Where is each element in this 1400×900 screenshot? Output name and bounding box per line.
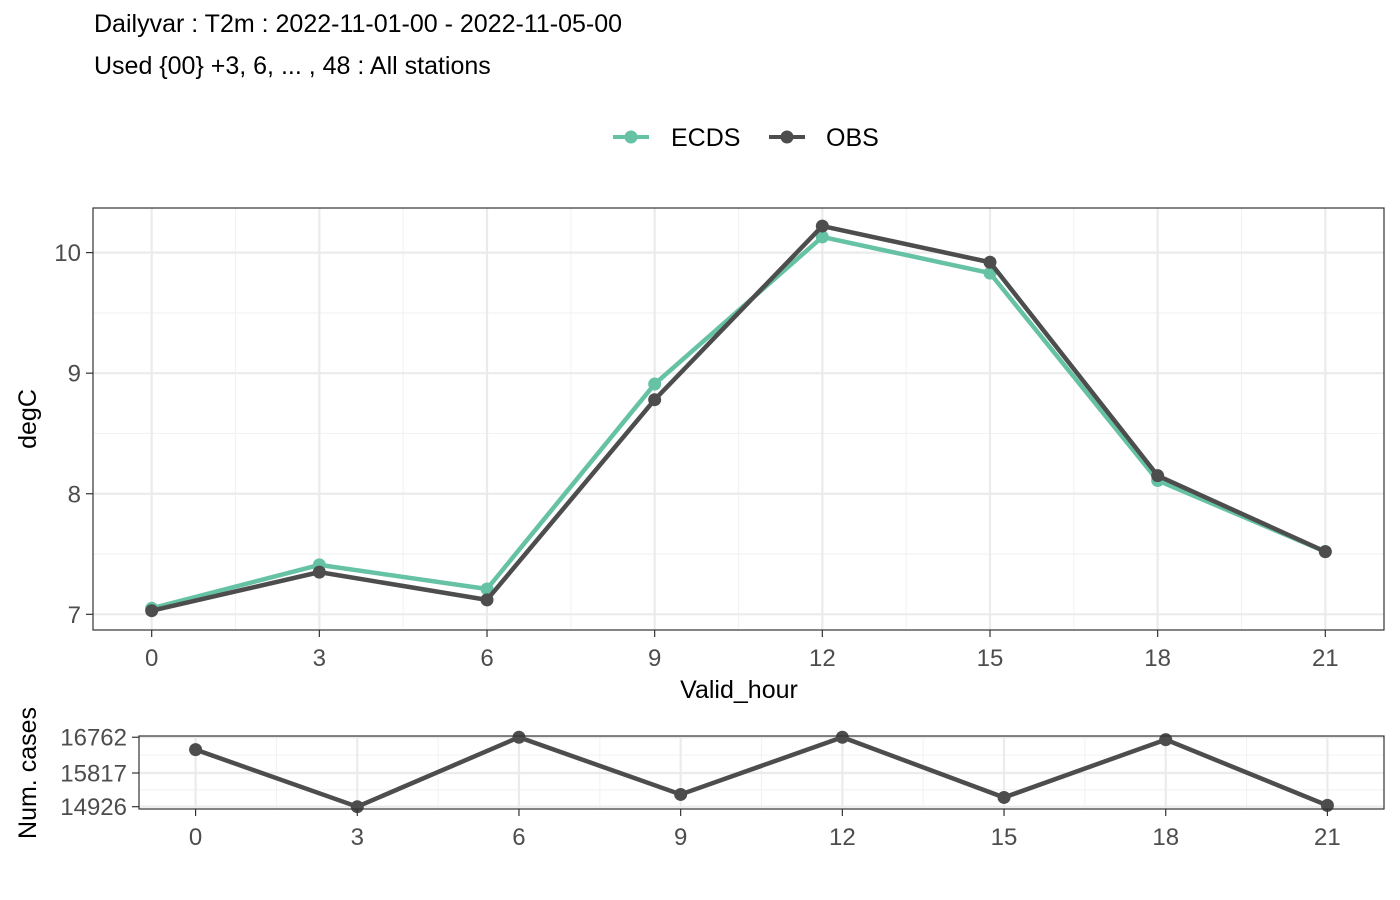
cases-point-cases xyxy=(1159,733,1173,747)
cases-x-tick-label: 6 xyxy=(512,824,525,851)
temperature-point-obs xyxy=(312,565,326,579)
temperature-y-tick-label: 9 xyxy=(68,361,81,388)
cases-point-cases xyxy=(997,790,1011,804)
chart-subtitle: Used {00} +3, 6, ... , 48 : All stations xyxy=(94,52,491,80)
cases-point-cases xyxy=(674,787,688,801)
temperature-point-obs xyxy=(480,593,494,607)
cases-point-cases xyxy=(350,800,364,814)
legend-key-obs-point xyxy=(780,130,794,144)
legend: ECDS OBS xyxy=(613,124,879,152)
cases-x-axis: 0 3 6 9 12 15 18 21 xyxy=(189,809,1341,851)
temperature-x-tick-label: 0 xyxy=(145,645,158,672)
cases-series xyxy=(189,730,1334,814)
y-axis-label: degC xyxy=(14,389,42,449)
temperature-x-tick-label: 18 xyxy=(1144,645,1171,672)
cases-x-tick-label: 18 xyxy=(1152,824,1179,851)
temperature-x-tick-label: 15 xyxy=(977,645,1004,672)
cases-y-axis-label: Num. cases xyxy=(14,707,42,839)
cases-y-axis: 14926 15817 16762 xyxy=(60,725,139,821)
temperature-x-tick-label: 12 xyxy=(809,645,836,672)
cases-y-tick-label: 15817 xyxy=(60,760,127,787)
cases-x-tick-label: 9 xyxy=(674,824,687,851)
temperature-x-tick-label: 21 xyxy=(1312,645,1339,672)
temperature-point-ecds xyxy=(815,230,829,244)
temperature-point-ecds xyxy=(480,582,494,596)
cases-x-tick-label: 0 xyxy=(189,824,202,851)
x-axis-label: Valid_hour xyxy=(680,676,798,704)
legend-item-ecds: ECDS xyxy=(613,124,740,152)
legend-label-obs: OBS xyxy=(826,124,879,152)
legend-key-ecds-point xyxy=(624,130,638,144)
temperature-panel-border xyxy=(92,207,1385,631)
temperature-grid xyxy=(93,208,1384,630)
temperature-point-obs xyxy=(1151,469,1165,483)
temperature-series-line-obs xyxy=(149,223,1328,613)
cases-y-tick-label: 16762 xyxy=(60,725,127,752)
temperature-x-tick-label: 6 xyxy=(480,645,493,672)
temperature-point-obs xyxy=(983,255,997,269)
legend-label-ecds: ECDS xyxy=(671,124,740,152)
cases-series-line-cases xyxy=(193,735,1330,809)
temperature-point-obs xyxy=(815,219,829,233)
temperature-point-obs xyxy=(1318,545,1332,559)
temperature-point-obs xyxy=(648,393,662,407)
cases-x-tick-label: 21 xyxy=(1314,824,1341,851)
cases-x-tick-label: 15 xyxy=(991,824,1018,851)
chart-title: Dailyvar : T2m : 2022-11-01-00 - 2022-11… xyxy=(94,10,623,38)
legend-item-obs: OBS xyxy=(769,124,879,152)
cases-x-tick-label: 12 xyxy=(829,824,856,851)
temperature-y-axis: 7 8 9 10 xyxy=(54,240,93,629)
cases-grid xyxy=(139,736,1384,809)
cases-point-cases xyxy=(512,730,526,744)
temperature-y-tick-label: 10 xyxy=(54,240,81,267)
temperature-point-obs xyxy=(145,604,159,618)
temperature-y-tick-label: 8 xyxy=(68,481,81,508)
cases-point-cases xyxy=(189,743,203,757)
cases-y-tick-label: 14926 xyxy=(60,794,127,821)
temperature-panel: 0 3 6 9 12 15 18 21 7 8 9 10 Valid_hour degC xyxy=(14,207,1385,704)
temperature-point-ecds xyxy=(648,377,662,391)
temperature-x-axis: 0 3 6 9 12 15 18 21 xyxy=(145,630,1339,672)
cases-x-tick-label: 3 xyxy=(351,824,364,851)
cases-panel: 0 3 6 9 12 15 18 21 14926 15817 16762 Num. cases xyxy=(14,707,1385,851)
cases-point-cases xyxy=(835,730,849,744)
temperature-y-tick-label: 7 xyxy=(68,602,81,629)
temperature-x-tick-label: 9 xyxy=(648,645,661,672)
temperature-x-tick-label: 3 xyxy=(313,645,326,672)
temperature-series xyxy=(145,219,1332,618)
